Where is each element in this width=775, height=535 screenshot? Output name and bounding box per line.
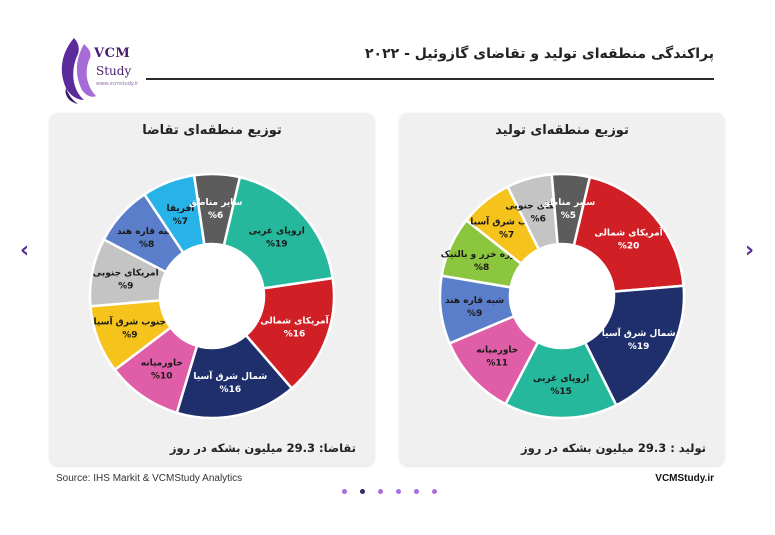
demand-card: توزیع منطقه‌ای تقاضا اروپای غربی %19 آمریک… <box>50 113 374 465</box>
production-card: توزیع منطقه‌ای تولید آمریکای شمالی %20 شما… <box>400 113 724 465</box>
demand-chart-title: توزیع منطقه‌ای تقاضا <box>142 123 282 138</box>
pie-slice <box>192 172 242 247</box>
slice-label: آمریکای شمالی <box>594 226 663 238</box>
source-note: Source: IHS Markit & VCMStudy Analytics <box>56 473 243 484</box>
pagination-dot[interactable] <box>378 489 383 494</box>
slice-value-label: %16 <box>284 330 306 340</box>
pagination-dot[interactable] <box>432 489 437 494</box>
slice-value-label: %8 <box>474 263 489 273</box>
slice-value-label: %6 <box>208 211 223 221</box>
donut-hole <box>161 245 263 347</box>
slice-value-label: %9 <box>118 282 133 292</box>
slice-label: اروپای غربی <box>533 374 589 384</box>
slice-value-label: %6 <box>531 214 546 224</box>
slice-value-label: %20 <box>618 241 640 251</box>
slice-value-label: %7 <box>173 217 188 227</box>
slice-label: اروپای غربی <box>249 226 305 236</box>
slice-label: جنوب شرق آسیا <box>94 316 167 328</box>
pie-slice <box>583 284 686 407</box>
slice-label: خاورمیانه <box>141 358 183 368</box>
slice-label: شمال شرق آسیا <box>193 370 267 382</box>
slide: VCM Study www.vcmstudy.ir پراکندگی منطقه… <box>38 8 738 498</box>
pagination-dot[interactable] <box>360 489 365 494</box>
slice-label: شبه قاره هند <box>117 227 176 237</box>
pie-slice <box>222 175 335 290</box>
slice-label: شمال شرق آسیا <box>602 327 676 339</box>
slice-label: سایر مناطق <box>542 198 596 208</box>
logo-name: VCM <box>94 46 131 61</box>
donut-hole <box>511 245 613 347</box>
demand-total: تقاضا: 29.3 میلیون بشکه در روز <box>169 441 356 455</box>
slice-value-label: %16 <box>220 385 242 395</box>
page-title: پراکندگی منطقه‌ای تولید و تقاضای گازوئیل… <box>365 46 714 62</box>
slice-label: حوزه خزر و بالتیک <box>441 250 523 260</box>
logo-name-2: Study <box>96 64 132 78</box>
production-chart-title: توزیع منطقه‌ای تولید <box>495 123 629 138</box>
slice-value-label: %19 <box>266 239 288 249</box>
next-slide-button[interactable]: › <box>745 238 755 263</box>
slice-value-label: %9 <box>122 331 137 341</box>
pie-slice <box>175 333 294 420</box>
logo-url: www.vcmstudy.ir <box>96 81 139 87</box>
production-total: تولید : 29.3 میلیون بشکه در روز <box>520 441 706 455</box>
pagination-dot[interactable] <box>414 489 419 494</box>
pie-slice <box>550 172 592 247</box>
slice-label: سایر مناطق <box>189 198 243 208</box>
slice-label: آمریکای جنوبی <box>93 267 160 279</box>
pie-slice <box>572 175 685 293</box>
slice-value-label: %5 <box>561 211 576 221</box>
slice-value-label: %19 <box>628 342 650 352</box>
production-donut-chart: آمریکای شمالی %20 شمال شرق آسیا %19 اروپای غ… <box>438 172 686 420</box>
title-underline <box>146 78 714 80</box>
prev-slide-button[interactable]: ‹ <box>20 238 30 263</box>
pagination-dot[interactable] <box>396 489 401 494</box>
slice-value-label: %7 <box>499 231 514 241</box>
slice-value-label: %10 <box>151 371 173 381</box>
slice-label: آفریقا <box>167 202 196 214</box>
slice-value-label: %9 <box>467 309 482 319</box>
site-link[interactable]: VCMStudy.ir <box>655 473 714 484</box>
pagination-dot[interactable] <box>342 489 347 494</box>
slice-label: آمریکای شمالی <box>260 315 329 327</box>
slice-value-label: %8 <box>139 240 154 250</box>
slice-label: شبه قاره هند <box>445 296 504 306</box>
slice-value-label: %11 <box>486 359 508 369</box>
vcm-logo-icon <box>61 38 96 104</box>
slice-label: خاورمیانه <box>476 346 518 356</box>
demand-donut-chart: اروپای غربی %19 آمریکای شمالی %16 شمال شرق آ… <box>88 172 336 420</box>
slice-value-label: %15 <box>550 387 572 397</box>
